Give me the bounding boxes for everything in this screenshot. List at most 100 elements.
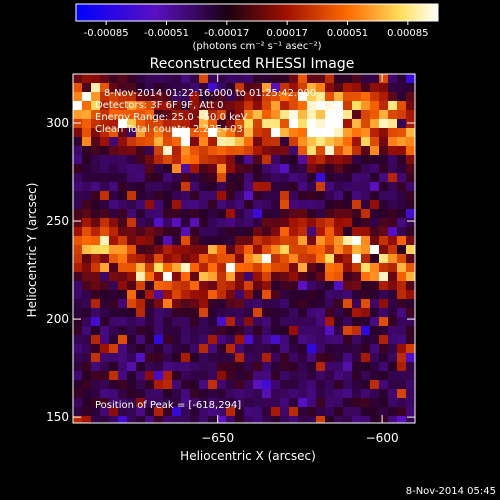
heatmap-cell: [298, 191, 307, 200]
heatmap-cell: [118, 317, 127, 326]
heatmap-cell: [190, 164, 199, 173]
heatmap-cell: [145, 173, 154, 182]
heatmap-cell: [91, 371, 100, 380]
heatmap-cell: [325, 389, 334, 398]
heatmap-cell: [307, 83, 316, 92]
heatmap-cell: [379, 128, 388, 137]
heatmap-cell: [325, 308, 334, 317]
heatmap-cell: [334, 209, 343, 218]
heatmap-cell: [118, 335, 127, 344]
heatmap-cell: [343, 326, 352, 335]
heatmap-cell: [334, 245, 343, 254]
heatmap-cell: [253, 101, 262, 110]
heatmap-cell: [244, 137, 253, 146]
heatmap-cell: [190, 398, 199, 407]
heatmap-cell: [253, 344, 262, 353]
heatmap-cell: [343, 245, 352, 254]
heatmap-cell: [109, 344, 118, 353]
heatmap-cell: [361, 74, 370, 83]
heatmap-cell: [91, 245, 100, 254]
heatmap-cell: [379, 227, 388, 236]
heatmap-cell: [73, 371, 82, 380]
heatmap-cell: [100, 218, 109, 227]
heatmap-cell: [73, 236, 82, 245]
heatmap-cell: [325, 344, 334, 353]
heatmap-cell: [208, 281, 217, 290]
heatmap-cell: [298, 74, 307, 83]
heatmap-cell: [271, 119, 280, 128]
heatmap-cell: [307, 74, 316, 83]
heatmap-cell: [352, 389, 361, 398]
heatmap-cell: [172, 218, 181, 227]
heatmap-cell: [199, 335, 208, 344]
heatmap-cell: [271, 371, 280, 380]
heatmap-cell: [217, 119, 226, 128]
heatmap-cell: [406, 209, 415, 218]
heatmap-cell: [163, 227, 172, 236]
heatmap-cell: [334, 272, 343, 281]
heatmap-cell: [226, 110, 235, 119]
heatmap-cell: [388, 209, 397, 218]
heatmap-cell: [388, 119, 397, 128]
heatmap-cell: [406, 101, 415, 110]
heatmap-cell: [181, 218, 190, 227]
heatmap-cell: [199, 110, 208, 119]
heatmap-cell: [118, 83, 127, 92]
heatmap-cell: [82, 155, 91, 164]
heatmap-cell: [325, 380, 334, 389]
heatmap-cell: [316, 326, 325, 335]
heatmap-cell: [262, 380, 271, 389]
heatmap-cell: [208, 353, 217, 362]
x-axis-label: Heliocentric X (arcsec): [180, 449, 316, 463]
heatmap-cell: [280, 218, 289, 227]
heatmap-cell: [325, 182, 334, 191]
heatmap-cell: [325, 416, 334, 423]
heatmap-cell: [136, 416, 145, 423]
heatmap-cell: [271, 254, 280, 263]
heatmap-cell: [217, 146, 226, 155]
heatmap-cell: [307, 182, 316, 191]
heatmap-cell: [334, 236, 343, 245]
heatmap-cell: [325, 272, 334, 281]
heatmap-cell: [244, 335, 253, 344]
heatmap-cell: [136, 317, 145, 326]
heatmap-cell: [298, 218, 307, 227]
heatmap-cell: [406, 128, 415, 137]
heatmap-cell: [145, 218, 154, 227]
heatmap-cell: [73, 416, 82, 423]
heatmap-cell: [217, 236, 226, 245]
heatmap-cell: [244, 344, 253, 353]
heatmap-cell: [280, 308, 289, 317]
heatmap-cell: [307, 272, 316, 281]
colorbar-tick-label: 0.00085: [387, 28, 428, 39]
heatmap-cell: [91, 83, 100, 92]
heatmap-cell: [397, 263, 406, 272]
heatmap-cell: [271, 245, 280, 254]
heatmap-cell: [145, 92, 154, 101]
heatmap-cell: [172, 371, 181, 380]
heatmap-cell: [397, 83, 406, 92]
heatmap-cell: [280, 362, 289, 371]
heatmap-cell: [307, 389, 316, 398]
heatmap-cell: [163, 182, 172, 191]
heatmap-cell: [190, 245, 199, 254]
heatmap-cell: [226, 362, 235, 371]
heatmap-cell: [181, 146, 190, 155]
heatmap-cell: [262, 245, 271, 254]
heatmap-cell: [352, 380, 361, 389]
heatmap-cell: [307, 164, 316, 173]
heatmap-cell: [136, 200, 145, 209]
heatmap-cell: [109, 137, 118, 146]
heatmap-cell: [82, 218, 91, 227]
heatmap-cell: [118, 209, 127, 218]
heatmap-cell: [388, 371, 397, 380]
heatmap-cell: [217, 416, 226, 423]
heatmap-cell: [199, 191, 208, 200]
heatmap-cell: [325, 317, 334, 326]
heatmap-cell: [289, 272, 298, 281]
heatmap-cell: [226, 335, 235, 344]
heatmap-cell: [262, 209, 271, 218]
heatmap-cell: [181, 290, 190, 299]
heatmap-cell: [208, 407, 217, 416]
heatmap-cell: [253, 263, 262, 272]
